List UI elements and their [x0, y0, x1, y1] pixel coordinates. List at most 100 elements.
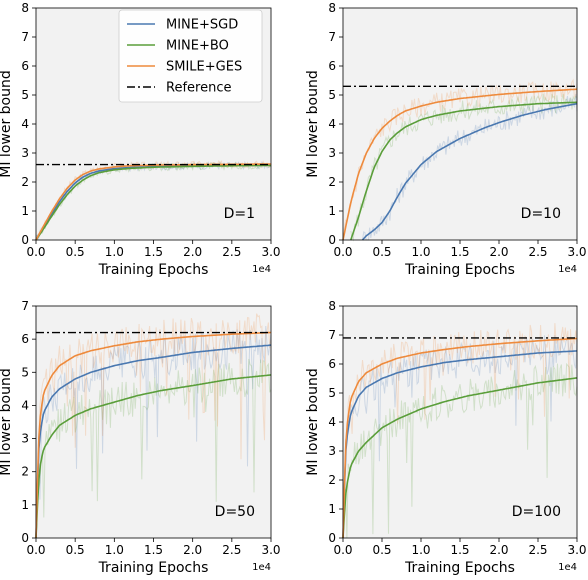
- y-tick-label: 3: [21, 432, 29, 446]
- y-tick-label: 5: [21, 365, 29, 379]
- y-tick-label: 5: [328, 386, 336, 400]
- y-tick-label: 3: [328, 444, 336, 458]
- panel-d50: 0.0 0.5 1.0 1.5 2.0 2.5 3.0 0 1 2 3 4 5 6 7 Training Ep…: [0, 299, 281, 576]
- panel-d10: 0.0 0.5 1.0 1.5 2.0 2.5 3.0 0 1 2 3 4 5 6 7 8 Training E…: [305, 1, 587, 278]
- legend-label: MINE+SGD: [166, 18, 238, 33]
- x-tick-label: 3.0: [261, 245, 280, 259]
- x-tick-label: 0.5: [372, 245, 391, 259]
- y-tick-label: 4: [328, 117, 336, 131]
- x-axis-label: Training Epochs: [98, 560, 209, 576]
- y-tick-label: 6: [21, 332, 29, 346]
- y-tick-label: 6: [21, 59, 29, 73]
- y-tick-label: 7: [21, 299, 29, 313]
- plot-background: [343, 306, 577, 538]
- series-line-mine-bo: [350, 101, 577, 241]
- panel-d100: 0.0 0.5 1.0 1.5 2.0 2.5 3.0 0 1 2 3 4 5 6 7 8 Training E…: [305, 299, 587, 576]
- series-line-mine-sgd: [361, 102, 578, 241]
- panel-dimension-label: D=1: [224, 206, 255, 222]
- x-tick-label: 0.0: [333, 543, 352, 557]
- series-line-mine-bo: [35, 164, 271, 241]
- y-tick-label: 1: [328, 502, 336, 516]
- legend-label: MINE+BO: [166, 39, 229, 54]
- legend-box: [118, 9, 263, 103]
- x-tick-label: 2.5: [222, 543, 241, 557]
- y-tick-label: 0: [21, 233, 29, 247]
- x-tick-label: 3.0: [567, 543, 586, 557]
- panel-dimension-label: D=10: [521, 206, 561, 222]
- y-tick-label: 5: [328, 88, 336, 102]
- y-axis-label: MI lower bound: [0, 70, 14, 177]
- y-tick-label: 7: [328, 30, 336, 44]
- x-tick-label: 2.0: [183, 245, 202, 259]
- panel-dimension-label: D=50: [215, 504, 255, 520]
- x-tick-label: 1.5: [450, 245, 469, 259]
- x-tick-label: 0.5: [372, 543, 391, 557]
- x-axis-label: Training Epochs: [404, 262, 515, 278]
- x-tick-label: 0.0: [26, 543, 45, 557]
- y-axis-label: MI lower bound: [305, 368, 321, 475]
- y-tick-label: 4: [21, 398, 29, 412]
- series-line-mine-bo: [35, 374, 272, 539]
- x-tick-label: 0.5: [66, 245, 85, 259]
- x-offset-label: 1e4: [558, 562, 577, 573]
- series-band-mine-bo: [342, 362, 578, 539]
- x-offset-label: 1e4: [558, 264, 577, 275]
- series-line-mine-sgd: [35, 344, 272, 539]
- x-tick-label: 2.0: [489, 543, 508, 557]
- series-band-mine-bo: [350, 93, 578, 242]
- y-tick-label: 2: [328, 175, 336, 189]
- y-tick-label: 0: [21, 531, 29, 545]
- y-tick-label: 8: [21, 1, 29, 15]
- x-tick-label: 1.0: [105, 245, 124, 259]
- plot-background: [343, 8, 577, 240]
- y-tick-label: 7: [328, 328, 336, 342]
- y-tick-label: 5: [21, 88, 29, 102]
- legend-label: SMILE+GES: [166, 60, 242, 75]
- series-line-mine-sgd: [342, 350, 578, 539]
- panel-dimension-label: D=100: [512, 504, 561, 520]
- x-axis-label: Training Epochs: [98, 262, 209, 278]
- x-tick-label: 1.5: [144, 543, 163, 557]
- y-tick-label: 4: [328, 415, 336, 429]
- y-tick-label: 3: [21, 146, 29, 160]
- y-tick-label: 1: [328, 204, 336, 218]
- x-tick-label: 2.0: [183, 543, 202, 557]
- series-band-mine-sgd: [342, 335, 578, 535]
- series-line-mine-bo: [342, 377, 578, 539]
- x-tick-label: 0.5: [66, 543, 85, 557]
- x-offset-label: 1e4: [252, 562, 271, 573]
- y-tick-label: 6: [328, 357, 336, 371]
- series-band-mine-bo: [35, 358, 272, 526]
- x-tick-label: 0.0: [26, 245, 45, 259]
- x-tick-label: 3.0: [567, 245, 586, 259]
- y-axis-label: MI lower bound: [305, 70, 321, 177]
- legend: MINE+SGD MINE+BO SMILE+GES Reference: [118, 9, 263, 103]
- y-tick-label: 8: [328, 1, 336, 15]
- x-tick-label: 3.0: [261, 543, 280, 557]
- y-tick-label: 0: [328, 233, 336, 247]
- x-tick-label: 1.0: [411, 543, 430, 557]
- y-tick-label: 1: [21, 204, 29, 218]
- y-tick-label: 4: [21, 117, 29, 131]
- series-line-smile-ges: [35, 331, 272, 539]
- x-tick-label: 1.5: [450, 543, 469, 557]
- x-tick-label: 1.0: [105, 543, 124, 557]
- x-tick-label: 1.0: [411, 245, 430, 259]
- x-tick-label: 2.0: [489, 245, 508, 259]
- x-offset-label: 1e4: [252, 264, 271, 275]
- plot-background: [36, 306, 271, 538]
- y-tick-label: 2: [328, 473, 336, 487]
- y-tick-label: 2: [21, 175, 29, 189]
- x-tick-label: 1.5: [144, 245, 163, 259]
- x-tick-label: 2.5: [222, 245, 241, 259]
- y-tick-label: 7: [21, 30, 29, 44]
- x-tick-label: 2.5: [528, 543, 547, 557]
- x-axis-label: Training Epochs: [404, 560, 515, 576]
- y-tick-label: 3: [328, 146, 336, 160]
- series-line-smile-ges: [342, 88, 578, 241]
- y-tick-label: 1: [21, 498, 29, 512]
- y-tick-label: 2: [21, 465, 29, 479]
- legend-label: Reference: [166, 81, 231, 96]
- x-tick-label: 2.5: [528, 245, 547, 259]
